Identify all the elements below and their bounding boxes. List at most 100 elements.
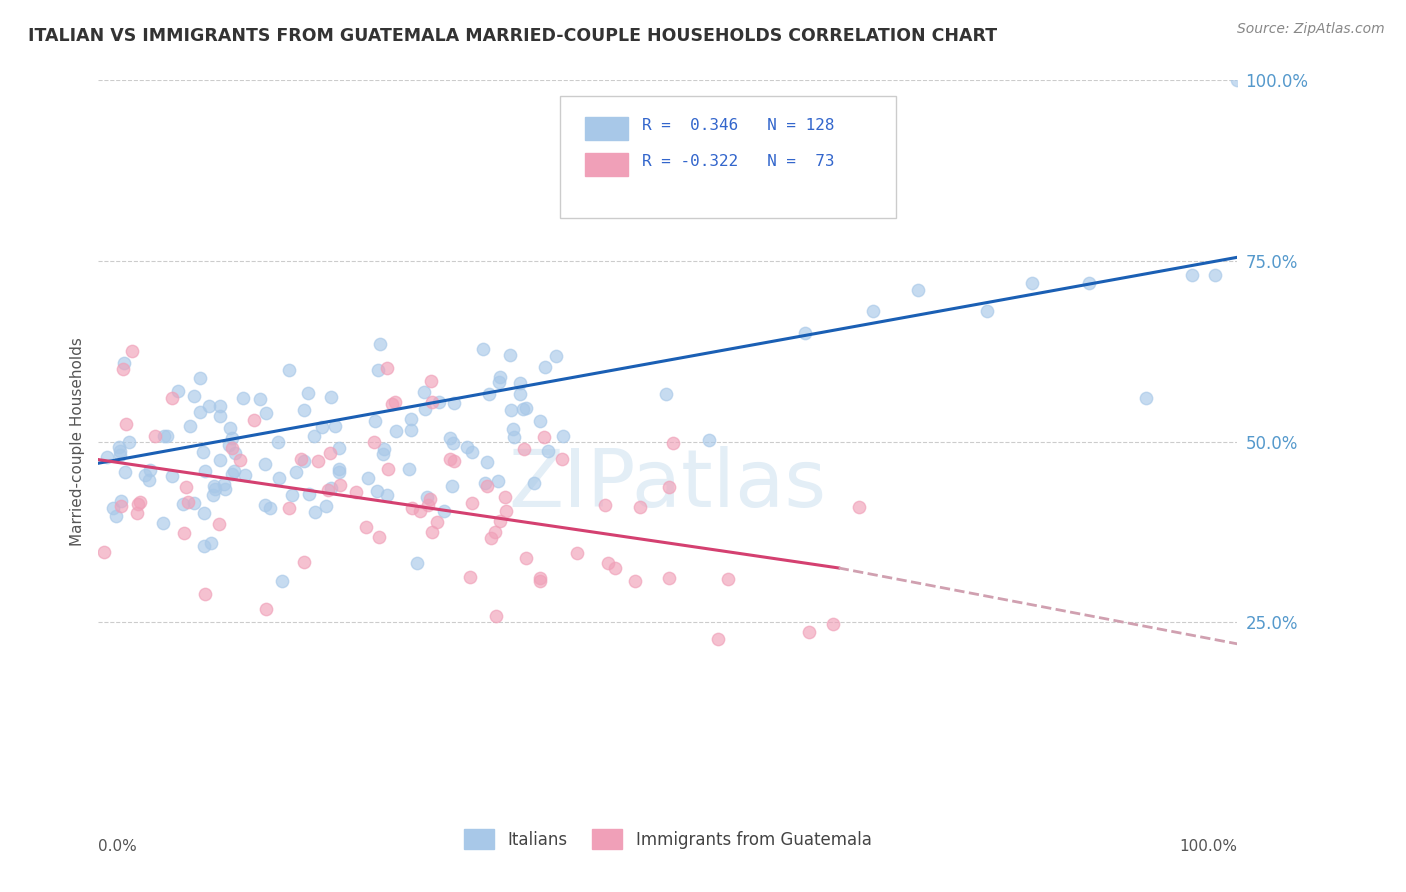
Point (134, 468, 156, 483)
Point (399, 411, 422, 425)
Point (156, 429, 179, 443)
Point (375, 488, 398, 502)
Point (628, 500, 651, 514)
Point (456, 440, 478, 454)
Point (270, 574, 292, 588)
Point (204, 483, 226, 497)
Point (177, 495, 200, 509)
Point (292, 402, 315, 417)
Point (160, 469, 183, 483)
Point (316, 483, 339, 497)
Point (235, 467, 257, 482)
Text: 0.0%: 0.0% (98, 838, 138, 854)
Point (285, 465, 308, 479)
Point (321, 391, 343, 405)
Point (471, 343, 494, 357)
Point (426, 515, 449, 529)
Point (254, 601, 277, 615)
Point (862, 304, 884, 318)
Point (534, 359, 557, 374)
Point (475, 455, 498, 469)
Point (277, 500, 299, 515)
Point (304, 505, 326, 519)
Point (357, 470, 380, 484)
Point (624, 574, 647, 589)
Point (662, 436, 685, 450)
Point (162, 392, 184, 406)
Text: 100.0%: 100.0% (1180, 838, 1237, 854)
Point (232, 391, 254, 405)
Point (121, 344, 143, 359)
Point (315, 499, 337, 513)
Point (381, 397, 404, 411)
Point (111, 362, 134, 376)
Point (479, 532, 502, 546)
Point (328, 462, 350, 476)
Point (214, 483, 236, 497)
Point (188, 370, 211, 384)
Point (152, 429, 174, 443)
Point (529, 574, 551, 589)
Point (267, 434, 290, 449)
Point (222, 464, 245, 478)
Point (179, 419, 201, 434)
Point (848, 500, 870, 515)
Point (443, 454, 465, 468)
Point (173, 525, 195, 540)
Point (318, 445, 340, 459)
Bar (585, 153, 628, 177)
Point (221, 442, 243, 456)
Point (118, 435, 141, 450)
Point (167, 384, 190, 398)
Point (717, 573, 740, 587)
Point (1204, 268, 1226, 283)
Point (529, 414, 551, 428)
Point (193, 506, 215, 520)
Point (793, 326, 815, 340)
Point (501, 402, 523, 417)
Point (115, 417, 138, 432)
Point (551, 451, 574, 466)
FancyBboxPatch shape (560, 96, 896, 218)
Point (292, 453, 315, 467)
Point (302, 428, 325, 442)
Point (433, 504, 456, 518)
Point (384, 394, 406, 409)
Point (533, 430, 555, 444)
Point (385, 424, 408, 438)
Point (502, 430, 524, 444)
Point (373, 447, 395, 461)
Point (297, 385, 319, 400)
Point (699, 434, 721, 448)
Point (108, 440, 131, 454)
Point (440, 479, 463, 493)
Point (551, 428, 574, 442)
Point (193, 539, 215, 553)
Point (138, 473, 160, 487)
Point (502, 422, 524, 436)
Point (209, 452, 232, 467)
Text: ITALIAN VS IMMIGRANTS FROM GUATEMALA MARRIED-COUPLE HOUSEHOLDS CORRELATION CHART: ITALIAN VS IMMIGRANTS FROM GUATEMALA MAR… (28, 27, 997, 45)
Point (427, 395, 450, 409)
Point (139, 463, 162, 477)
Point (208, 517, 231, 532)
Point (529, 571, 551, 585)
Point (218, 437, 240, 451)
Point (488, 376, 510, 390)
Point (484, 608, 506, 623)
Point (416, 490, 439, 504)
Point (593, 498, 616, 512)
Point (1135, 391, 1157, 405)
Point (420, 524, 443, 539)
Point (494, 490, 516, 504)
Point (406, 556, 429, 570)
Point (112, 356, 135, 370)
Point (443, 395, 465, 409)
Point (194, 464, 217, 478)
Point (513, 442, 536, 456)
Point (823, 617, 845, 632)
Point (443, 435, 465, 450)
Point (377, 360, 399, 375)
Point (515, 401, 537, 415)
Point (221, 431, 243, 445)
